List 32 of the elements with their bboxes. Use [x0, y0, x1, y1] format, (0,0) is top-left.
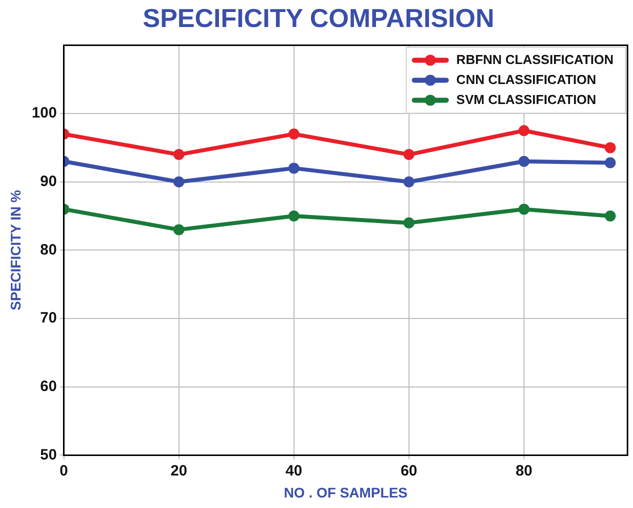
x-axis-title: NO . OF SAMPLES [284, 484, 408, 500]
x-tick-label: 80 [516, 462, 532, 480]
point [403, 149, 414, 160]
point [288, 210, 300, 222]
point [604, 210, 616, 222]
y-axis-title: SPECIFICITY IN % [7, 189, 24, 310]
point [604, 157, 616, 168]
x-tick-label: 20 [170, 462, 188, 480]
point [518, 125, 530, 136]
legend-label: SVM CLASSIFICATION [456, 92, 596, 107]
y-tick-label: 80 [40, 241, 57, 258]
legend-label: CNN CLASSIFICATION [456, 72, 596, 87]
point [604, 142, 616, 154]
point [403, 176, 414, 188]
legend-label: RBFNN CLASSIFICATION [456, 52, 614, 67]
point [288, 162, 300, 174]
point [403, 217, 414, 228]
point [518, 156, 530, 167]
y-tick-label: 50 [40, 446, 57, 464]
y-tick-label: 60 [40, 378, 57, 396]
x-tick-label: 0 [60, 462, 68, 480]
x-tick-label: 60 [400, 462, 418, 480]
x-tick-label: 40 [286, 462, 302, 480]
point [288, 128, 300, 140]
point [173, 176, 184, 188]
y-tick-label: 70 [40, 310, 57, 327]
chart-title: SPECIFICITY COMPARISION [142, 2, 494, 33]
point [518, 204, 530, 215]
y-tick-label: 90 [40, 173, 57, 190]
y-tick-label: 100 [32, 104, 57, 122]
point [173, 224, 184, 236]
point [173, 149, 184, 160]
